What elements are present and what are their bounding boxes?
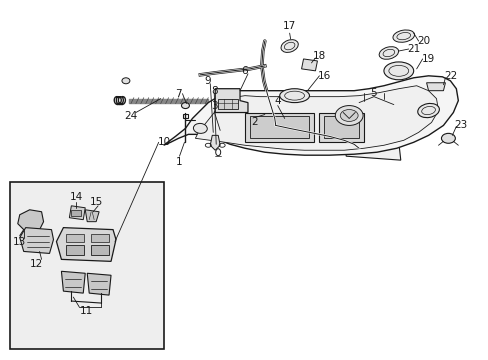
Text: 5: 5 (370, 88, 377, 98)
Bar (91, 246, 109, 255)
Text: 11: 11 (80, 306, 93, 316)
Text: 23: 23 (454, 121, 467, 130)
Text: 15: 15 (89, 197, 102, 207)
Bar (66, 234, 84, 242)
Bar (66, 246, 84, 255)
Text: 9: 9 (203, 76, 210, 86)
Bar (218, 99, 238, 109)
Bar (324, 117, 358, 138)
Bar (183, 113, 188, 118)
Bar (91, 234, 109, 242)
Bar (10, 182, 163, 349)
Polygon shape (200, 113, 250, 132)
Ellipse shape (193, 123, 207, 134)
Text: 8: 8 (210, 86, 217, 96)
Bar (354, 146, 362, 151)
Bar (71, 210, 81, 216)
Polygon shape (18, 210, 43, 230)
Polygon shape (163, 76, 457, 155)
Ellipse shape (335, 105, 362, 125)
Text: 4: 4 (274, 96, 281, 105)
Polygon shape (301, 59, 317, 71)
Polygon shape (319, 113, 364, 142)
Text: 21: 21 (406, 44, 420, 54)
Text: 13: 13 (13, 237, 26, 247)
Text: 7: 7 (175, 89, 182, 99)
Text: 19: 19 (421, 54, 434, 64)
Text: 17: 17 (283, 21, 296, 31)
Ellipse shape (383, 62, 413, 80)
Ellipse shape (279, 89, 309, 103)
Text: 18: 18 (312, 51, 325, 61)
Text: 20: 20 (416, 36, 429, 46)
Ellipse shape (392, 30, 414, 42)
Text: 10: 10 (158, 137, 171, 147)
Text: 2: 2 (251, 117, 258, 127)
Polygon shape (85, 210, 99, 222)
Polygon shape (69, 206, 85, 220)
Polygon shape (20, 228, 53, 253)
Polygon shape (426, 83, 445, 91)
Polygon shape (215, 121, 286, 140)
Polygon shape (56, 228, 116, 261)
Text: 12: 12 (30, 259, 43, 269)
Ellipse shape (340, 109, 357, 121)
Polygon shape (195, 86, 438, 150)
Bar (249, 117, 309, 138)
Polygon shape (87, 273, 111, 295)
Polygon shape (215, 89, 247, 113)
Polygon shape (61, 271, 85, 293)
Ellipse shape (417, 103, 439, 118)
Text: 16: 16 (317, 71, 330, 81)
Text: 1: 1 (176, 157, 183, 167)
Ellipse shape (441, 133, 454, 143)
Polygon shape (244, 113, 314, 142)
Text: 3: 3 (210, 100, 217, 111)
Polygon shape (328, 100, 400, 132)
Text: 22: 22 (443, 71, 456, 81)
Ellipse shape (181, 103, 189, 109)
Text: 6: 6 (241, 66, 248, 76)
Polygon shape (210, 135, 220, 150)
Polygon shape (344, 138, 400, 160)
Text: 14: 14 (70, 192, 83, 202)
Ellipse shape (122, 78, 130, 84)
Text: 24: 24 (124, 111, 137, 121)
Ellipse shape (378, 47, 398, 59)
Ellipse shape (281, 40, 298, 53)
